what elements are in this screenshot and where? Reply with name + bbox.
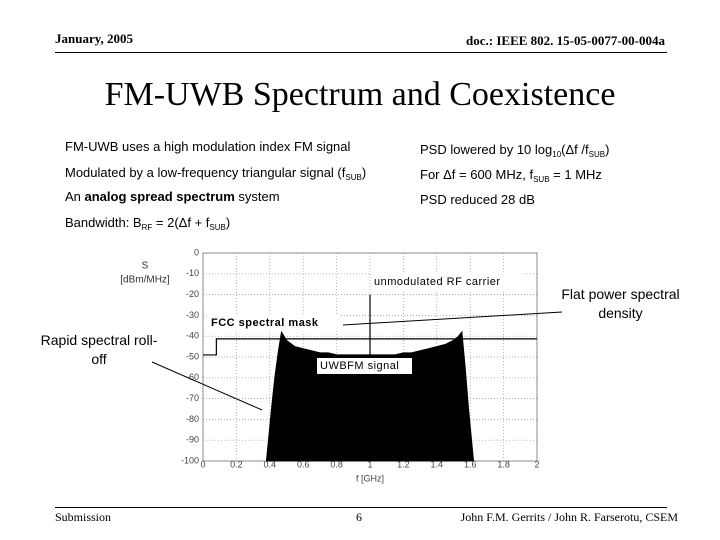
x-tick-label: 0.6 (297, 459, 310, 469)
bullet: FM-UWB uses a high modulation index FM s… (65, 139, 350, 155)
y-axis-label: [dBm/MHz] (120, 275, 170, 286)
callout-left: Rapid spectral roll-off (40, 332, 158, 367)
bullet: PSD reduced 28 dB (420, 192, 535, 208)
leader-line (151, 361, 263, 411)
bullet: For Δf = 600 MHz, fSUB = 1 MHz (420, 167, 602, 188)
subscript: SUB (345, 173, 362, 182)
y-tick-label: -50 (186, 351, 199, 361)
x-tick-label: 2 (534, 459, 539, 469)
y-tick-label: 0 (194, 247, 199, 257)
text-run: Bandwidth: B (65, 215, 142, 230)
bullet: PSD lowered by 10 log10(Δf /fSUB) (420, 142, 609, 163)
text-run: PSD reduced 28 dB (420, 192, 535, 207)
y-tick-label: -30 (186, 310, 199, 320)
bullet: Modulated by a low-frequency triangular … (65, 165, 366, 186)
x-tick-label: 0.8 (330, 459, 343, 469)
series-annotation: UWBFM signal (320, 360, 399, 372)
y-tick-label: -100 (181, 455, 199, 465)
x-tick-label: 1.2 (397, 459, 410, 469)
text-run: analog spread spectrum (84, 189, 235, 204)
text-run: An (65, 189, 85, 204)
y-axis-label: S (142, 261, 149, 272)
footer-left: Submission (55, 510, 112, 524)
bullet: Bandwidth: BRF = 2(Δf + fSUB) (65, 215, 230, 236)
y-tick-label: -80 (186, 414, 199, 424)
header-date: January, 2005 (55, 31, 134, 46)
text-run: Modulated by a low-frequency triangular … (65, 165, 346, 180)
callout-right: Flat power spectral density (561, 286, 680, 321)
y-tick-label: -20 (186, 289, 199, 299)
y-tick-label: -60 (186, 372, 199, 382)
header-rule (55, 52, 667, 53)
text-run: system (234, 189, 280, 204)
annotation-box (207, 314, 341, 332)
y-tick-label: -10 (186, 268, 199, 278)
subscript: SUB (588, 150, 606, 159)
subscript: SUB (533, 175, 550, 184)
footer-page: 6 (356, 510, 362, 524)
text-run: PSD lowered by 10 log (420, 142, 553, 157)
annotation-box (370, 273, 522, 291)
x-tick-label: 0.4 (264, 459, 277, 469)
subscript: SUB (209, 223, 226, 232)
x-tick-label: 0.2 (230, 459, 243, 469)
leader-line (342, 311, 563, 326)
x-tick-label: 1.4 (431, 459, 444, 469)
footer-right: John F.M. Gerrits / John R. Farserotu, C… (460, 510, 678, 524)
slide-title: FM-UWB Spectrum and Coexistence (104, 76, 616, 113)
series-annotation: unmodulated RF carrier (374, 276, 501, 288)
text-run: = 1 MHz (549, 167, 602, 182)
subscript: RF (141, 223, 153, 232)
x-tick-label: 1.8 (497, 459, 510, 469)
text-run: ) (361, 165, 367, 180)
y-tick-label: -90 (186, 435, 199, 445)
x-tick-label: 0 (200, 459, 205, 469)
series-annotation: FCC spectral mask (211, 317, 319, 329)
y-tick-label: -40 (186, 331, 199, 341)
x-tick-label: 1.6 (464, 459, 477, 469)
annotation-box (317, 358, 412, 374)
text-run: (Δf /f (561, 142, 589, 157)
y-tick-label: -70 (186, 393, 199, 403)
x-axis-label: f [GHz] (356, 473, 384, 483)
subscript: 10 (552, 150, 562, 159)
x-tick-label: 1 (367, 459, 372, 469)
bullet: An analog spread spectrum system (65, 189, 280, 205)
header-doc: doc.: IEEE 802. 15-05-0077-00-004a (466, 33, 665, 48)
text-run: ) (225, 215, 231, 230)
series-line (203, 338, 537, 356)
text-run: For Δf = 600 MHz, f (420, 167, 534, 182)
footer-rule (55, 507, 667, 508)
text-run: FM-UWB uses a high modulation index FM s… (65, 139, 351, 154)
text-run: = 2(Δf + f (152, 215, 210, 230)
text-run: ) (605, 142, 610, 157)
